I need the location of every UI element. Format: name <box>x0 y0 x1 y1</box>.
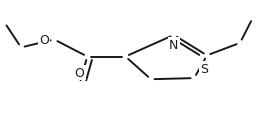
Text: O: O <box>75 66 84 79</box>
Text: N: N <box>169 38 178 51</box>
Text: S: S <box>200 63 208 76</box>
Text: O: O <box>39 34 49 47</box>
